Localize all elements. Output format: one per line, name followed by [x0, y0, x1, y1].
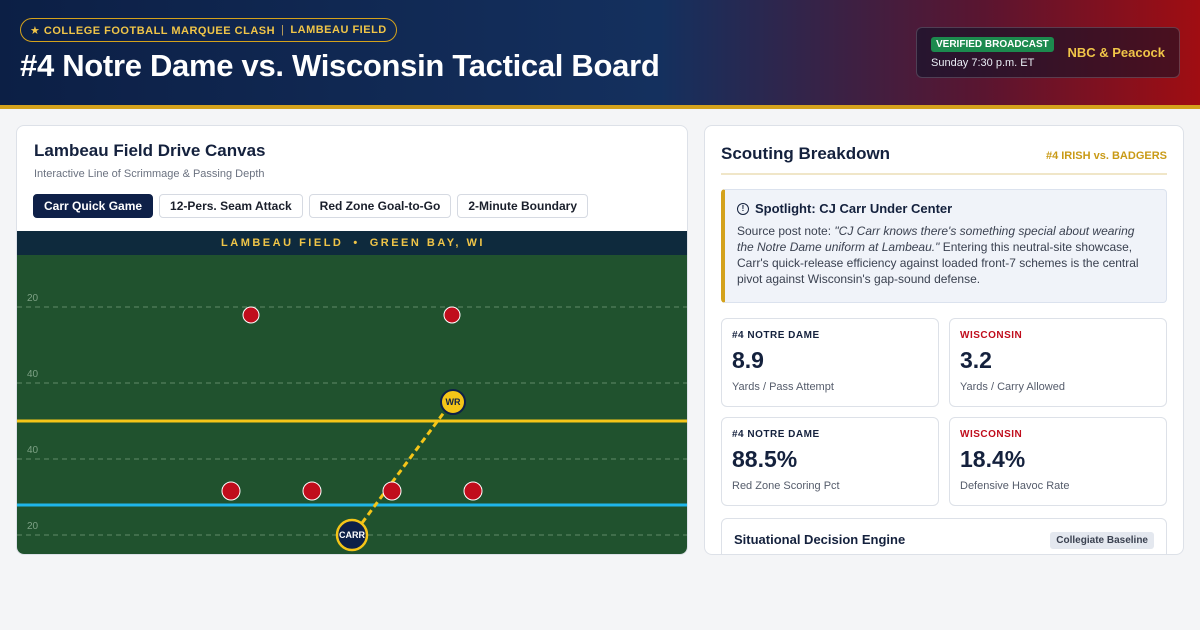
stat-team: #4 NOTRE DAME [732, 330, 820, 341]
field-banner-venue: LAMBEAU FIELD [221, 237, 344, 249]
broadcast-card: VERIFIED BROADCAST Sunday 7:30 p.m. ET N… [916, 27, 1180, 78]
divider [721, 173, 1167, 175]
yard-label: 20 [27, 521, 39, 532]
field-banner: LAMBEAU FIELD • GREEN BAY, WI [17, 231, 687, 255]
info-icon: ! [737, 202, 749, 215]
decision-engine-title: Situational Decision Engine [734, 532, 906, 547]
tab-red-zone-goal-to-go[interactable]: Red Zone Goal-to-Go [308, 194, 452, 218]
stat-team: WISCONSIN [960, 429, 1023, 440]
quarterback-label: CARR [339, 530, 365, 540]
stat-card: WISCONSIN 3.2 Yards / Carry Allowed [949, 318, 1167, 407]
play-tabs: Carr Quick Game 12-Pers. Seam Attack Red… [33, 194, 588, 218]
spotlight-text: Source post note: "CJ Carr knows there's… [737, 223, 1151, 287]
stat-team: #4 NOTRE DAME [732, 429, 820, 440]
stat-label: Yards / Carry Allowed [960, 381, 1065, 393]
receiver-label: WR [446, 397, 461, 407]
stat-label: Defensive Havoc Rate [960, 480, 1070, 492]
drive-canvas-title: Lambeau Field Drive Canvas [34, 141, 266, 160]
spotlight-title: Spotlight: CJ Carr Under Center [755, 201, 953, 216]
stat-value: 3.2 [960, 347, 992, 373]
stat-label: Red Zone Scoring Pct [732, 480, 840, 492]
event-tag-label: ★ COLLEGE FOOTBALL MARQUEE CLASH [30, 24, 276, 37]
tab-carr-quick-game[interactable]: Carr Quick Game [33, 194, 154, 218]
defender-marker[interactable] [382, 481, 402, 501]
stat-card: #4 NOTRE DAME 8.9 Yards / Pass Attempt [721, 318, 939, 407]
defender-marker[interactable] [302, 481, 322, 501]
page-title: #4 Notre Dame vs. Wisconsin Tactical Boa… [20, 48, 660, 83]
spotlight-quote: "CJ Carr knows there's something special… [737, 224, 1135, 254]
tab-12-pers-seam-attack[interactable]: 12-Pers. Seam Attack [159, 194, 303, 218]
field-banner-dot: • [353, 237, 360, 249]
decision-engine-card[interactable]: Situational Decision Engine Collegiate B… [721, 518, 1167, 554]
broadcast-network: NBC & Peacock [1067, 45, 1165, 60]
event-tag-separator: | [281, 24, 285, 36]
field-diagram: 20 40 40 20 WR CARR [17, 293, 687, 552]
stat-card: #4 NOTRE DAME 88.5% Red Zone Scoring Pct [721, 417, 939, 506]
pass-route [360, 410, 447, 524]
header-banner: ★ COLLEGE FOOTBALL MARQUEE CLASH | LAMBE… [0, 0, 1200, 109]
spotlight-callout: ! Spotlight: CJ Carr Under Center Source… [721, 189, 1167, 303]
defender-marker[interactable] [443, 306, 461, 324]
spotlight-header: ! Spotlight: CJ Carr Under Center [737, 201, 952, 216]
stat-value: 18.4% [960, 446, 1026, 472]
yard-label: 40 [27, 445, 39, 456]
defender-marker[interactable] [221, 481, 241, 501]
matchup-label: #4 IRISH vs. BADGERS [1045, 150, 1167, 162]
defender-marker[interactable] [242, 306, 260, 324]
football-field[interactable]: LAMBEAU FIELD • GREEN BAY, WI 20 40 40 2… [17, 231, 687, 554]
spotlight-lead: Source post note: [737, 224, 835, 238]
stat-value: 88.5% [732, 446, 798, 472]
yard-label: 20 [27, 293, 39, 304]
baseline-badge: Collegiate Baseline [1050, 532, 1154, 549]
spotlight-body: Entering this neutral-site showcase, Car… [737, 240, 1139, 286]
drive-canvas-subtitle: Interactive Line of Scrimmage & Passing … [34, 168, 265, 180]
stat-card: WISCONSIN 18.4% Defensive Havoc Rate [949, 417, 1167, 506]
drive-canvas-panel: Lambeau Field Drive Canvas Interactive L… [16, 125, 688, 555]
stat-team: WISCONSIN [960, 330, 1023, 341]
venue-tag-label: LAMBEAU FIELD [290, 24, 387, 36]
field-banner-city: GREEN BAY, WI [369, 237, 485, 249]
broadcast-time: Sunday 7:30 p.m. ET [931, 57, 1035, 69]
tab-2-minute-boundary[interactable]: 2-Minute Boundary [457, 194, 588, 218]
scouting-panel: Scouting Breakdown #4 IRISH vs. BADGERS … [704, 125, 1184, 555]
quarterback-marker[interactable] [335, 518, 369, 552]
event-tag: ★ COLLEGE FOOTBALL MARQUEE CLASH | LAMBE… [20, 18, 397, 42]
verified-badge: VERIFIED BROADCAST [931, 37, 1054, 52]
scouting-title: Scouting Breakdown [721, 144, 891, 163]
yard-label: 40 [27, 369, 39, 380]
stat-label: Yards / Pass Attempt [732, 381, 834, 393]
stat-value: 8.9 [732, 347, 764, 373]
receiver-marker[interactable] [440, 389, 466, 415]
defender-marker[interactable] [463, 481, 483, 501]
